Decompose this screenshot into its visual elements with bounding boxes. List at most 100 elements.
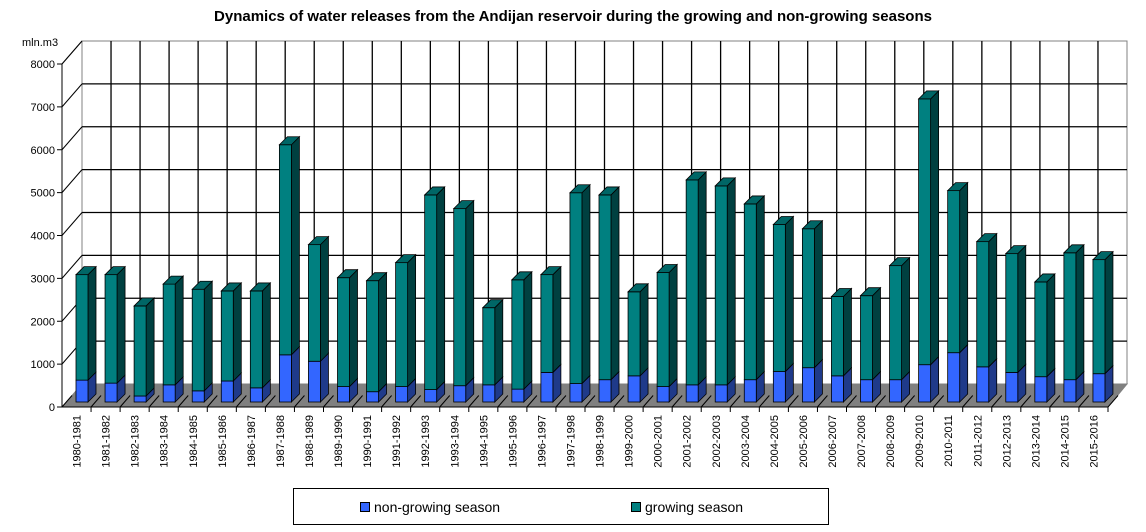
- bar-non-growing: [831, 375, 844, 403]
- bar-side-growing: [901, 256, 910, 381]
- floor-tick: [235, 395, 247, 408]
- floor-tick: [584, 395, 596, 408]
- bar-side-growing: [174, 275, 184, 386]
- bar-growing: [133, 305, 147, 397]
- bar-top: [830, 288, 853, 297]
- x-tick-label: 2015-2016: [1088, 415, 1100, 468]
- x-tick-label: 1997-1998: [565, 415, 577, 468]
- bar-stack: [539, 265, 562, 403]
- floor-tick: [497, 395, 509, 408]
- bar-growing: [1092, 259, 1106, 375]
- bar-stack: [859, 286, 882, 403]
- bar-stack: [888, 256, 911, 403]
- floor-tick: [555, 395, 567, 408]
- y-tick-label: 7000: [31, 102, 55, 114]
- bar-growing: [75, 274, 89, 381]
- x-tick-label: 2008-2009: [885, 415, 897, 468]
- bar-top: [917, 90, 940, 100]
- floor-tick: [788, 395, 799, 408]
- legend-swatch-non-growing: [360, 502, 370, 512]
- floor-tick: [352, 395, 363, 408]
- bar-growing: [889, 265, 902, 381]
- y-tick-label: 1000: [31, 359, 55, 371]
- bar-non-growing: [220, 380, 234, 403]
- y-tick-label: 3000: [31, 273, 55, 285]
- x-tick-label: 1983-1984: [159, 415, 171, 468]
- bar-top: [394, 254, 417, 264]
- bar-growing: [569, 192, 583, 384]
- bar-growing: [395, 262, 409, 387]
- bar-stack: [946, 181, 969, 403]
- x-tick-label: 2012-2013: [1001, 415, 1013, 468]
- x-tick-label: 1984-1985: [188, 415, 200, 468]
- bar-growing: [976, 241, 990, 368]
- x-tick-label: 1985-1986: [217, 415, 229, 468]
- bar-growing: [249, 290, 263, 389]
- legend-swatch-growing: [631, 502, 641, 512]
- bar-non-growing: [424, 389, 438, 403]
- bar-growing: [598, 194, 612, 381]
- chart-title: Dynamics of water releases from the Andi…: [214, 8, 932, 25]
- bar-non-growing: [627, 375, 641, 403]
- bar-stack: [394, 253, 417, 403]
- bar-growing: [743, 203, 757, 381]
- floor-tick: [933, 395, 945, 408]
- x-tick-label: 1999-2000: [624, 415, 636, 468]
- x-tick-label: 1996-1997: [536, 415, 548, 468]
- bar-non-growing: [801, 367, 815, 403]
- x-tick-label: 2010-2011: [943, 415, 955, 467]
- x-tick-label: 1993-1994: [449, 415, 461, 468]
- bar-growing: [337, 277, 350, 387]
- bar-side-growing: [1075, 243, 1085, 381]
- floor-tick: [439, 395, 451, 408]
- bar-top: [423, 186, 446, 196]
- floor-tick: [904, 395, 915, 408]
- bar-top: [481, 299, 504, 309]
- x-tick-label: 1991-1992: [391, 415, 403, 468]
- bar-stack: [772, 215, 795, 403]
- floor-tick: [758, 395, 770, 408]
- bar-non-growing: [1092, 373, 1106, 403]
- x-tick-label: 1992-1993: [420, 415, 432, 468]
- bar-side-growing: [755, 194, 765, 381]
- floor-tick: [846, 395, 857, 408]
- bar-stack: [830, 287, 853, 403]
- bar-stack: [162, 275, 185, 403]
- bar-non-growing: [75, 379, 89, 403]
- bar-growing: [424, 194, 438, 390]
- floor-tick: [177, 395, 189, 408]
- bar-top: [307, 236, 330, 246]
- x-tick-label: 1998-1999: [595, 415, 607, 468]
- bar-non-growing: [104, 382, 118, 403]
- chart-plot: 1980-1981 1981-1982 1982-1983 1983-1984 1984…: [22, 37, 1129, 468]
- bar-top: [743, 195, 766, 205]
- bar-non-growing: [860, 379, 873, 403]
- bar-top: [1062, 244, 1085, 254]
- bar-side-growing: [203, 280, 213, 392]
- floor-tick: [381, 395, 392, 408]
- bar-growing: [366, 280, 379, 393]
- bar-top: [568, 184, 591, 194]
- bar-stack: [1004, 244, 1027, 403]
- bar-side-growing: [872, 286, 881, 381]
- bar-stack: [801, 219, 824, 403]
- bar-side-growing: [639, 282, 649, 377]
- floor-tick: [962, 395, 974, 408]
- bar-side-growing: [1046, 272, 1056, 378]
- bar-growing: [308, 244, 321, 362]
- y-tick-label: 5000: [31, 188, 55, 200]
- bar-side-growing: [784, 215, 794, 373]
- floor-tick: [294, 395, 305, 408]
- bar-side-growing: [988, 232, 998, 368]
- floor-tick: [700, 395, 712, 408]
- bar-stack: [598, 185, 620, 403]
- floor-tick: [206, 395, 218, 408]
- bar-side-growing: [668, 263, 678, 388]
- bar-side-growing: [813, 219, 823, 369]
- bar-side-growing: [726, 176, 736, 386]
- floor-tick: [90, 395, 102, 408]
- bar-stack: [1091, 250, 1114, 403]
- bar-stack: [510, 270, 533, 403]
- x-tick-label: 2006-2007: [827, 415, 839, 468]
- bar-stack: [249, 281, 272, 403]
